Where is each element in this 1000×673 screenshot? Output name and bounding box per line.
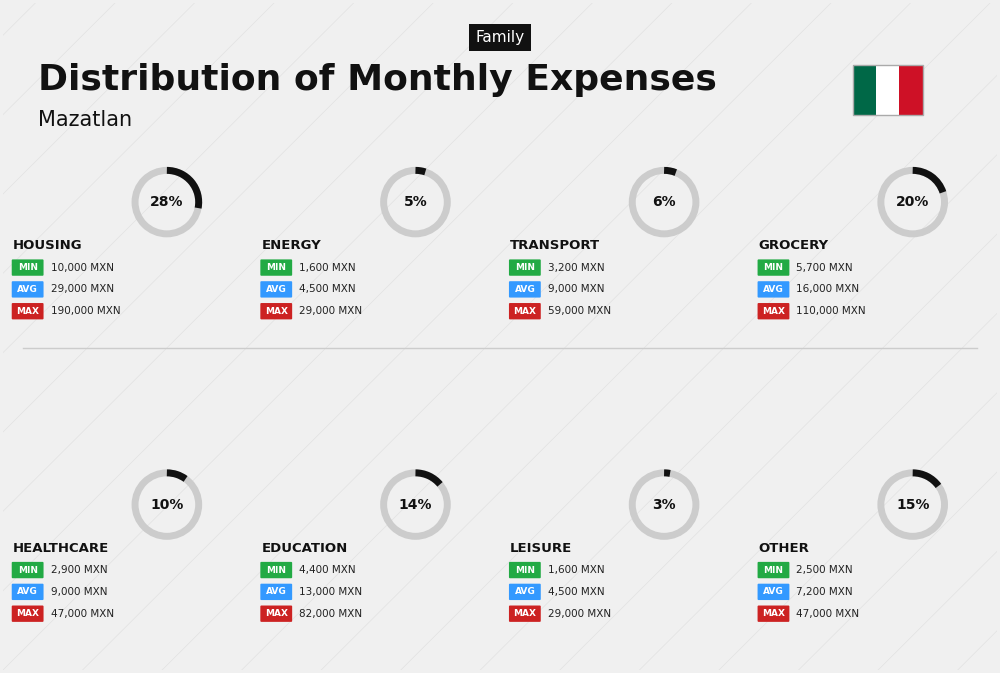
Text: AVG: AVG: [763, 285, 784, 294]
Text: MIN: MIN: [266, 263, 286, 272]
FancyBboxPatch shape: [758, 281, 789, 297]
FancyBboxPatch shape: [12, 259, 44, 276]
Text: MAX: MAX: [16, 609, 39, 618]
Text: 82,000 MXN: 82,000 MXN: [299, 608, 362, 618]
Text: MIN: MIN: [763, 263, 783, 272]
Text: TRANSPORT: TRANSPORT: [510, 240, 600, 252]
Text: 1,600 MXN: 1,600 MXN: [548, 565, 604, 575]
Text: MAX: MAX: [265, 307, 288, 316]
Text: AVG: AVG: [266, 285, 287, 294]
Text: OTHER: OTHER: [759, 542, 809, 555]
Text: 14%: 14%: [399, 497, 432, 511]
Text: AVG: AVG: [266, 588, 287, 596]
Text: 5%: 5%: [404, 195, 427, 209]
Text: ENERGY: ENERGY: [261, 240, 321, 252]
Text: HOUSING: HOUSING: [13, 240, 82, 252]
Text: 47,000 MXN: 47,000 MXN: [51, 608, 114, 618]
Text: 5,700 MXN: 5,700 MXN: [796, 262, 853, 273]
Text: MIN: MIN: [515, 565, 535, 575]
Text: 4,400 MXN: 4,400 MXN: [299, 565, 356, 575]
Text: 2,900 MXN: 2,900 MXN: [51, 565, 107, 575]
Text: 4,500 MXN: 4,500 MXN: [299, 285, 356, 294]
FancyBboxPatch shape: [509, 606, 541, 622]
FancyBboxPatch shape: [260, 303, 292, 320]
Text: 28%: 28%: [150, 195, 184, 209]
FancyBboxPatch shape: [260, 583, 292, 600]
Text: 29,000 MXN: 29,000 MXN: [299, 306, 362, 316]
Text: AVG: AVG: [514, 588, 535, 596]
Text: MAX: MAX: [265, 609, 288, 618]
FancyBboxPatch shape: [899, 65, 923, 115]
Text: 59,000 MXN: 59,000 MXN: [548, 306, 611, 316]
Text: 13,000 MXN: 13,000 MXN: [299, 587, 362, 597]
Text: AVG: AVG: [514, 285, 535, 294]
FancyBboxPatch shape: [853, 65, 876, 115]
FancyBboxPatch shape: [12, 303, 44, 320]
FancyBboxPatch shape: [758, 583, 789, 600]
Text: MIN: MIN: [18, 565, 38, 575]
Text: 29,000 MXN: 29,000 MXN: [548, 608, 611, 618]
FancyBboxPatch shape: [758, 606, 789, 622]
Text: AVG: AVG: [17, 588, 38, 596]
FancyBboxPatch shape: [260, 562, 292, 578]
FancyBboxPatch shape: [260, 606, 292, 622]
Text: MIN: MIN: [515, 263, 535, 272]
Text: MAX: MAX: [762, 609, 785, 618]
Text: 16,000 MXN: 16,000 MXN: [796, 285, 859, 294]
Text: Family: Family: [475, 30, 525, 45]
Text: 3%: 3%: [652, 497, 676, 511]
Text: 10%: 10%: [150, 497, 184, 511]
FancyBboxPatch shape: [509, 303, 541, 320]
Text: 20%: 20%: [896, 195, 929, 209]
Text: Distribution of Monthly Expenses: Distribution of Monthly Expenses: [38, 63, 716, 97]
Text: AVG: AVG: [763, 588, 784, 596]
Text: 3,200 MXN: 3,200 MXN: [548, 262, 604, 273]
FancyBboxPatch shape: [758, 303, 789, 320]
Text: 1,600 MXN: 1,600 MXN: [299, 262, 356, 273]
FancyBboxPatch shape: [12, 606, 44, 622]
Text: EDUCATION: EDUCATION: [261, 542, 348, 555]
Text: HEALTHCARE: HEALTHCARE: [13, 542, 109, 555]
Text: MAX: MAX: [513, 609, 536, 618]
Text: MAX: MAX: [513, 307, 536, 316]
FancyBboxPatch shape: [12, 562, 44, 578]
Text: 9,000 MXN: 9,000 MXN: [548, 285, 604, 294]
FancyBboxPatch shape: [758, 259, 789, 276]
Text: 4,500 MXN: 4,500 MXN: [548, 587, 604, 597]
Text: GROCERY: GROCERY: [759, 240, 829, 252]
Text: Mazatlan: Mazatlan: [38, 110, 132, 130]
FancyBboxPatch shape: [509, 259, 541, 276]
FancyBboxPatch shape: [260, 281, 292, 297]
Text: MAX: MAX: [762, 307, 785, 316]
Text: MAX: MAX: [16, 307, 39, 316]
Text: 9,000 MXN: 9,000 MXN: [51, 587, 107, 597]
Text: MIN: MIN: [18, 263, 38, 272]
Text: 15%: 15%: [896, 497, 929, 511]
FancyBboxPatch shape: [12, 583, 44, 600]
FancyBboxPatch shape: [12, 281, 44, 297]
Text: 10,000 MXN: 10,000 MXN: [51, 262, 114, 273]
Text: 6%: 6%: [652, 195, 676, 209]
Text: 190,000 MXN: 190,000 MXN: [51, 306, 120, 316]
Text: MIN: MIN: [763, 565, 783, 575]
Text: 29,000 MXN: 29,000 MXN: [51, 285, 114, 294]
Text: AVG: AVG: [17, 285, 38, 294]
FancyBboxPatch shape: [509, 583, 541, 600]
Text: 2,500 MXN: 2,500 MXN: [796, 565, 853, 575]
Text: 47,000 MXN: 47,000 MXN: [796, 608, 859, 618]
Text: LEISURE: LEISURE: [510, 542, 572, 555]
FancyBboxPatch shape: [876, 65, 899, 115]
FancyBboxPatch shape: [509, 562, 541, 578]
Text: 7,200 MXN: 7,200 MXN: [796, 587, 853, 597]
FancyBboxPatch shape: [260, 259, 292, 276]
Text: MIN: MIN: [266, 565, 286, 575]
FancyBboxPatch shape: [509, 281, 541, 297]
FancyBboxPatch shape: [758, 562, 789, 578]
Text: 110,000 MXN: 110,000 MXN: [796, 306, 866, 316]
